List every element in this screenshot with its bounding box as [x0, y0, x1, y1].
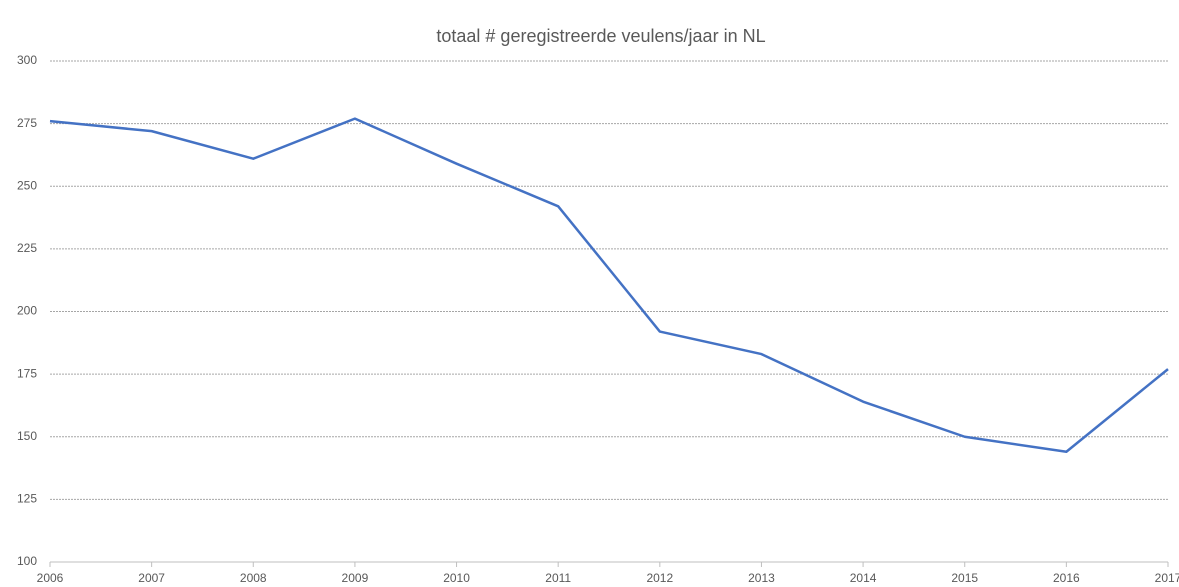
- y-tick-label: 275: [17, 116, 37, 130]
- y-tick-label: 175: [17, 366, 37, 380]
- y-tick-label: 125: [17, 492, 37, 506]
- x-tick-label: 2007: [138, 571, 165, 585]
- x-tick-label: 2014: [850, 571, 877, 585]
- x-tick-label: 2010: [443, 571, 470, 585]
- y-tick-label: 100: [17, 554, 37, 568]
- x-tick-label: 2015: [951, 571, 978, 585]
- x-tick-label: 2016: [1053, 571, 1080, 585]
- x-tick-label: 2017: [1155, 571, 1179, 585]
- y-tick-label: 150: [17, 429, 37, 443]
- x-tick-label: 2012: [646, 571, 673, 585]
- x-tick-label: 2006: [37, 571, 64, 585]
- y-tick-label: 300: [17, 53, 37, 67]
- x-tick-label: 2008: [240, 571, 267, 585]
- x-tick-label: 2011: [545, 571, 571, 585]
- x-tick-label: 2009: [342, 571, 369, 585]
- y-tick-label: 250: [17, 178, 37, 192]
- y-tick-label: 225: [17, 241, 37, 255]
- line-series: [49, 117, 1169, 454]
- y-tick-label: 200: [17, 304, 37, 318]
- x-tick-label: 2013: [748, 571, 775, 585]
- chart-title: totaal # geregistreerde veulens/jaar in …: [436, 26, 765, 46]
